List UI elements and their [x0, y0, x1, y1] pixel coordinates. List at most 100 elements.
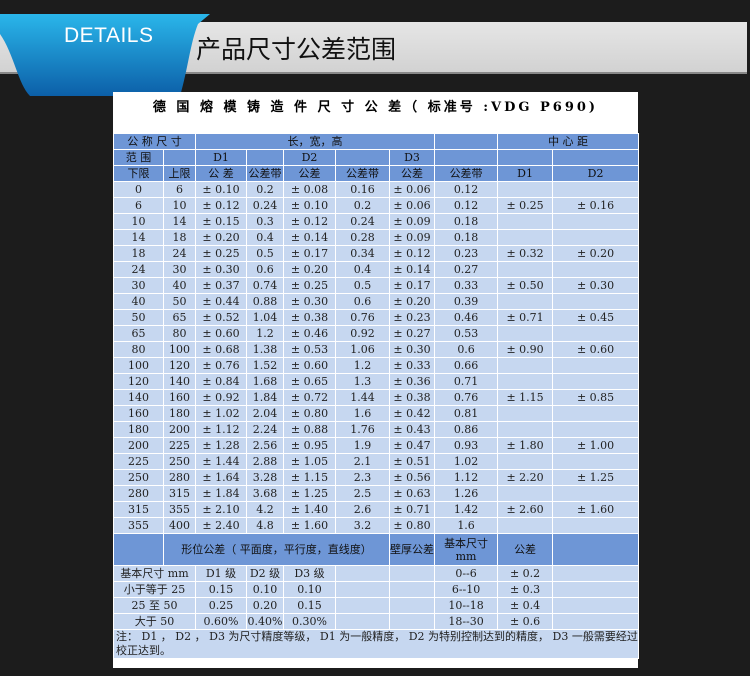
table-cell: ± 2.20 [497, 469, 554, 486]
header-center: 中 心 距 [497, 133, 640, 150]
table-cell: 2.56 [246, 437, 284, 454]
table-cell: 2.1 [335, 453, 390, 470]
column-header: 公差带 [434, 165, 499, 182]
table-cell: ± 0.71 [388, 501, 436, 518]
table-cell: ± 0.42 [388, 405, 436, 422]
table-cell: ± 0.85 [552, 389, 640, 406]
table-cell: ± 0.12 [283, 213, 336, 230]
table-cell: 40 [163, 277, 196, 294]
table-cell: ± 0.16 [552, 197, 640, 214]
empty-cell [552, 149, 640, 166]
table-cell: ± 0.33 [388, 357, 436, 374]
table-cell: ± 0.43 [388, 421, 436, 438]
table-cell: 0.39 [434, 293, 499, 310]
table-cell: 50 [163, 293, 196, 310]
column-header: D2 [552, 165, 640, 182]
table-cell: ± 0.10 [283, 197, 336, 214]
table-cell: 18--30 [434, 613, 499, 630]
table-cell: ± 1.64 [195, 469, 247, 486]
table-cell: 200 [113, 437, 164, 454]
table-cell: ± 1.00 [552, 437, 640, 454]
table-cell: ± 1.15 [497, 389, 554, 406]
header-lwh: 长，宽，高 [194, 133, 436, 150]
table-cell: 0.53 [434, 325, 499, 342]
table-cell: 225 [163, 437, 196, 454]
empty-cell [335, 597, 390, 614]
table-row: 160 180 ± 1.02 2.04 ± 0.80 1.6 ± 0.42 0.81 [113, 405, 640, 422]
table-cell: ± 0.76 [195, 357, 247, 374]
table-cell [552, 373, 640, 390]
table-cell: 1.06 [335, 341, 390, 358]
table-cell: ± 0.63 [388, 485, 436, 502]
table-cell: 2.24 [246, 421, 284, 438]
table-cell: ± 2.40 [195, 517, 247, 534]
table-cell: ± 0.72 [283, 389, 336, 406]
table-cell: ± 0.30 [388, 341, 436, 358]
table-cell: ± 0.06 [388, 181, 436, 198]
table-cell: 65 [113, 325, 164, 342]
table-cell: ± 0.60 [195, 325, 247, 342]
table-cell: ± 0.46 [283, 325, 336, 342]
table-row: 120 140 ± 0.84 1.68 ± 0.65 1.3 ± 0.36 0.71 [113, 373, 640, 390]
form-tolerance-header: 形位公差（ 平面度，平行度，直线度） [163, 533, 390, 566]
table-cell: 24 [113, 261, 164, 278]
table-cell: 0 [113, 181, 164, 198]
column-header: 公差 [283, 165, 336, 182]
table-cell: ± 0.95 [283, 437, 336, 454]
table-cell: 10 [113, 213, 164, 230]
table-cell: 1.44 [335, 389, 390, 406]
table-cell: ± 0.47 [388, 437, 436, 454]
table-cell: 1.68 [246, 373, 284, 390]
table-cell: 1.04 [246, 309, 284, 326]
table-row: 18 24 ± 0.25 0.5 ± 0.17 0.34 ± 0.12 0.23 ± 0.32 ±… [113, 245, 640, 262]
table-cell: 2.88 [246, 453, 284, 470]
table-cell: 0.5 [246, 245, 284, 262]
table-cell: 小于等于 25 [113, 581, 196, 598]
table-cell: D2 级 [246, 565, 284, 582]
table-cell: ± 1.60 [283, 517, 336, 534]
table-cell: 400 [163, 517, 196, 534]
table-cell [552, 213, 640, 230]
table-cell: ± 0.17 [388, 277, 436, 294]
table-row: 80 100 ± 0.68 1.38 ± 0.53 1.06 ± 0.30 0.6 ± 0.90… [113, 341, 640, 358]
table-cell: 基本尺寸 mm [113, 565, 196, 582]
table-cell: 0.2 [335, 197, 390, 214]
table-cell: ± 0.12 [195, 197, 247, 214]
empty-cell [388, 613, 436, 630]
table-cell: ± 0.65 [283, 373, 336, 390]
empty-cell [552, 581, 640, 598]
table-cell: 0.74 [246, 277, 284, 294]
table-cell [552, 405, 640, 422]
table-cell: ± 0.84 [195, 373, 247, 390]
table-cell: ± 0.80 [283, 405, 336, 422]
table-cell: 1.38 [246, 341, 284, 358]
table-cell: ± 0.56 [388, 469, 436, 486]
table-cell: ± 1.44 [195, 453, 247, 470]
table-cell: 0.66 [434, 357, 499, 374]
sheet-title: 德 国 熔 模 铸 造 件 尺 寸 公 差（ 标准号 :VDG P690) [152, 100, 599, 115]
table-row: 65 80 ± 0.60 1.2 ± 0.46 0.92 ± 0.27 0.53 [113, 325, 640, 342]
table-cell [552, 261, 640, 278]
table-cell: ± 0.38 [388, 389, 436, 406]
table-cell: ± 0.68 [195, 341, 247, 358]
empty-cell [335, 581, 390, 598]
table-cell: ± 1.60 [552, 501, 640, 518]
page-title: 产品尺寸公差范围 [196, 35, 397, 64]
table-cell: ± 0.06 [388, 197, 436, 214]
table-cell: ± 0.09 [388, 229, 436, 246]
table-cell: ± 1.05 [283, 453, 336, 470]
table-cell: 0--6 [434, 565, 499, 582]
table-cell [497, 213, 554, 230]
empty-cell [335, 149, 390, 166]
table-cell: ± 2.10 [195, 501, 247, 518]
table-row: 315 355 ± 2.10 4.2 ± 1.40 2.6 ± 0.71 1.42 ± 2.60… [113, 501, 640, 518]
table-cell: 0.71 [434, 373, 499, 390]
table-cell: 0.24 [246, 197, 284, 214]
table-cell [552, 357, 640, 374]
column-header: D1 [497, 165, 554, 182]
table-cell: ± 0.2 [497, 565, 554, 582]
table-cell: ± 0.50 [497, 277, 554, 294]
table-row: 0 6 ± 0.10 0.2 ± 0.08 0.16 ± 0.06 0.12 [113, 181, 640, 198]
table-cell: ± 0.53 [283, 341, 336, 358]
table-cell: ± 0.12 [388, 245, 436, 262]
